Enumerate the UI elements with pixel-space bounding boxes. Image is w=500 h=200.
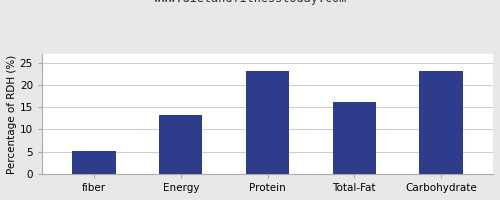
Text: www.dietandfitnesstoday.com: www.dietandfitnesstoday.com [154, 0, 346, 5]
Bar [420, 71, 463, 174]
Bar [332, 102, 376, 174]
Y-axis label: Percentage of RDH (%): Percentage of RDH (%) [7, 54, 17, 174]
Bar [246, 71, 289, 174]
Bar [72, 151, 116, 174]
Bar [159, 115, 202, 174]
